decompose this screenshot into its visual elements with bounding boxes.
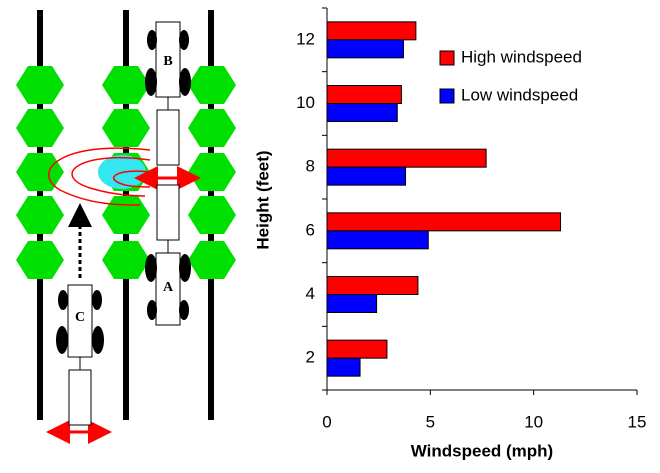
bar bbox=[327, 295, 377, 313]
legend-swatch bbox=[440, 51, 454, 65]
x-axis-title: Windspeed (mph) bbox=[411, 441, 553, 460]
bar bbox=[327, 358, 360, 376]
legend-label: High windspeed bbox=[461, 47, 582, 66]
bar bbox=[327, 104, 397, 122]
tree bbox=[102, 196, 150, 234]
tree bbox=[188, 241, 236, 279]
tree bbox=[16, 153, 64, 191]
y-tick-label: 12 bbox=[296, 29, 315, 48]
tree bbox=[188, 66, 236, 104]
x-tick-label: 5 bbox=[426, 412, 435, 431]
tree bbox=[188, 196, 236, 234]
orchard-diagram: A B C bbox=[16, 10, 236, 432]
y-tick-label: 8 bbox=[306, 157, 315, 176]
bar bbox=[327, 231, 428, 249]
legend-label: Low windspeed bbox=[461, 85, 578, 104]
bar bbox=[327, 277, 418, 295]
y-tick-label: 6 bbox=[306, 220, 315, 239]
bar-chart: Height (feet) Windspeed (mph) 0 5 10 15 2 4 6 8… bbox=[253, 8, 646, 460]
tree bbox=[102, 241, 150, 279]
tractor-label: A bbox=[163, 280, 174, 295]
x-tick-label: 15 bbox=[628, 412, 647, 431]
bar bbox=[327, 22, 416, 40]
y-axis-title: Height (feet) bbox=[253, 150, 272, 249]
y-tick-label: 10 bbox=[296, 93, 315, 112]
tree bbox=[16, 196, 64, 234]
tree bbox=[188, 109, 236, 147]
tractor-label: C bbox=[75, 310, 85, 325]
bar bbox=[327, 40, 403, 58]
bar bbox=[327, 149, 486, 167]
bar bbox=[327, 213, 561, 231]
legend-swatch bbox=[440, 89, 454, 103]
tractor-label: B bbox=[163, 54, 172, 69]
bar bbox=[327, 86, 401, 104]
tree bbox=[188, 153, 236, 191]
x-tick-label: 10 bbox=[524, 412, 543, 431]
bar bbox=[327, 167, 406, 185]
tree bbox=[16, 109, 64, 147]
tree bbox=[16, 241, 64, 279]
x-tick-label: 0 bbox=[322, 412, 331, 431]
y-tick-label: 4 bbox=[306, 284, 315, 303]
tree bbox=[102, 109, 150, 147]
tree bbox=[16, 66, 64, 104]
bar bbox=[327, 340, 387, 358]
y-tick-label: 2 bbox=[306, 348, 315, 367]
figure: A B C Height (feet) Windspeed (mph) 0 5 10… bbox=[0, 0, 660, 468]
tree bbox=[102, 66, 150, 104]
